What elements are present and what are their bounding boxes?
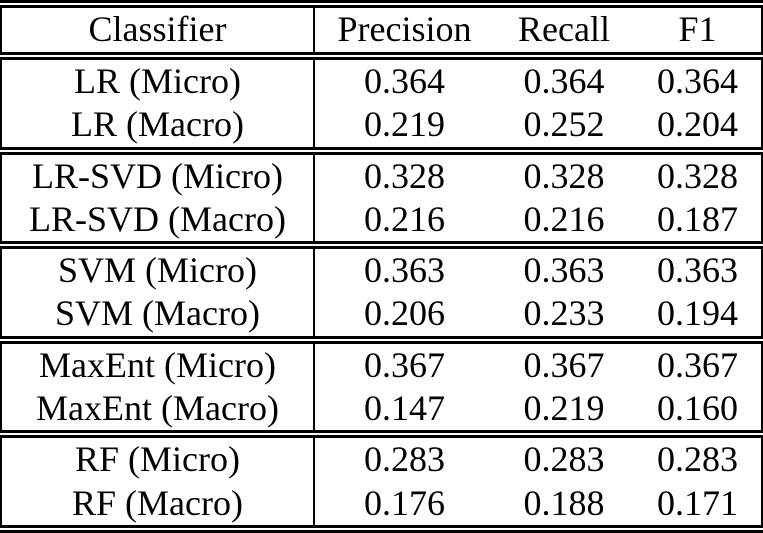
header-cell-recall: Recall [494, 4, 634, 60]
cell-precision: 0.176 [364, 482, 445, 523]
cell-classifier: LR (Macro) [1, 103, 315, 155]
cell-recall: 0.367 [523, 344, 605, 385]
cell-classifier: RF (Micro) [1, 434, 315, 482]
table-row-svm-macro: SVM (Macro) 0.206 0.233 0.194 [1, 292, 762, 344]
header-cell-precision: Precision [314, 4, 494, 60]
cell-f1: 0.367 [657, 344, 738, 385]
cell-f1: 0.194 [634, 292, 762, 344]
cell-precision: 0.367 [364, 344, 445, 385]
cell-precision: 0.364 [364, 60, 445, 101]
cell-classifier: MaxEnt (Macro) [1, 387, 315, 439]
cell-precision: 0.216 [314, 197, 494, 250]
cell-f1: 0.364 [657, 60, 738, 101]
table-row-lrsvd-macro: LR-SVD (Macro) 0.216 0.216 0.187 [1, 197, 762, 250]
cell-f1: 0.187 [634, 197, 762, 250]
cell-classifier: RF (Macro) [1, 481, 315, 529]
table-row-lr-macro: LR (Macro) 0.219 0.252 0.204 [1, 103, 762, 155]
cell-classifier: SVM (Macro) [1, 292, 315, 344]
cell-recall: 0.328 [523, 155, 605, 196]
cell-precision: 0.206 [314, 292, 494, 344]
cell-precision: 0.283 [364, 439, 445, 480]
table-row-maxent-micro: MaxEnt (Micro) 0.367 0.367 0.367 [1, 339, 762, 388]
cell-precision: 0.363 [364, 250, 445, 291]
cell-precision: 0.147 [314, 387, 494, 439]
table-row-maxent-macro: MaxEnt (Macro) 0.147 0.219 0.160 [1, 387, 762, 439]
cell-classifier: MaxEnt (Micro) [1, 339, 315, 388]
cell-recall: 0.252 [494, 103, 634, 155]
cell-f1: 0.204 [634, 103, 762, 155]
cell-classifier: LR-SVD (Macro) [1, 197, 315, 250]
cell-classifier: LR-SVD (Micro) [1, 150, 315, 198]
table-row-lr-micro: LR (Micro) 0.364 0.364 0.364 [1, 56, 762, 104]
table-row-lrsvd-micro: LR-SVD (Micro) 0.328 0.328 0.328 [1, 150, 762, 198]
cell-f1: 0.160 [634, 387, 762, 439]
cell-recall: 0.216 [494, 197, 634, 250]
cell-precision: 0.219 [314, 103, 494, 155]
cell-f1: 0.171 [657, 482, 738, 523]
cell-recall: 0.364 [523, 60, 605, 101]
table-header-row: Classifier Precision Recall F1 [1, 4, 762, 60]
table-row-rf-macro: RF (Macro) 0.176 0.188 0.171 [1, 481, 762, 529]
header-cell-f1: F1 [634, 4, 762, 60]
cell-recall: 0.219 [494, 387, 634, 439]
cell-recall: 0.188 [523, 482, 605, 523]
cell-recall: 0.363 [523, 250, 605, 291]
cell-f1: 0.283 [657, 439, 738, 480]
cell-classifier: SVM (Micro) [1, 245, 315, 293]
header-cell-classifier: Classifier [1, 4, 315, 60]
cell-recall: 0.233 [494, 292, 634, 344]
cell-recall: 0.283 [523, 439, 605, 480]
cell-f1: 0.363 [657, 250, 738, 291]
cell-classifier: LR (Micro) [1, 56, 315, 104]
cell-precision: 0.328 [364, 155, 445, 196]
table-row-svm-micro: SVM (Micro) 0.363 0.363 0.363 [1, 245, 762, 293]
table-row-rf-micro: RF (Micro) 0.283 0.283 0.283 [1, 434, 762, 482]
cell-f1: 0.328 [657, 155, 738, 196]
